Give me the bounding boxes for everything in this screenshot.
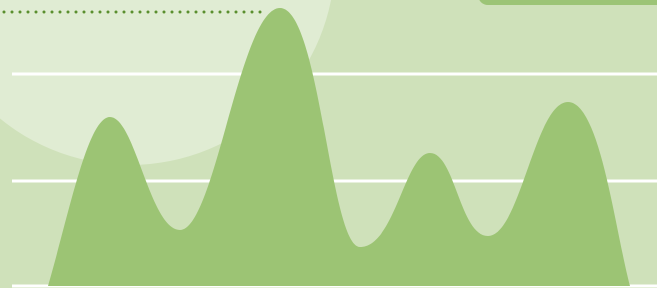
page	[0, 0, 657, 288]
illustration	[0, 0, 657, 288]
top-right-tab	[478, 0, 657, 5]
